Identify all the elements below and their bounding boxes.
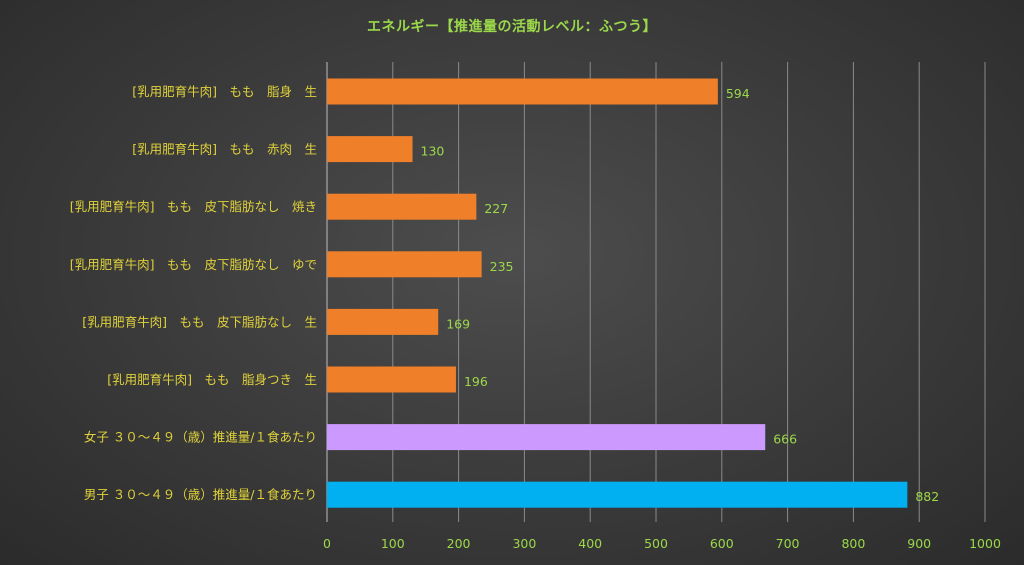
value-label: 882 xyxy=(915,489,939,504)
value-label: 169 xyxy=(446,316,470,331)
x-tick-label: 800 xyxy=(841,536,865,551)
value-label: 235 xyxy=(490,259,514,274)
value-label: 594 xyxy=(726,86,750,101)
category-label: 男子 ３０～４９（歳）推進量/１食あたり xyxy=(84,487,317,502)
x-tick-label: 400 xyxy=(578,536,602,551)
x-tick-label: 100 xyxy=(381,536,405,551)
bar xyxy=(327,193,477,220)
value-label: 196 xyxy=(464,374,488,389)
x-tick-label: 600 xyxy=(710,536,734,551)
category-label: [乳用肥育牛肉] もも 赤肉 生 xyxy=(132,142,317,157)
category-label: [乳用肥育牛肉] もも 脂身 生 xyxy=(132,84,317,99)
x-tick-label: 0 xyxy=(323,536,331,551)
category-label: 女子 ３０～４９（歳）推進量/１食あたり xyxy=(84,430,317,445)
category-label: [乳用肥育牛肉] もも 皮下脂肪なし 生 xyxy=(82,314,317,329)
grid-layer xyxy=(326,62,986,522)
x-tick-label: 300 xyxy=(512,536,536,551)
chart-title: エネルギー【推進量の活動レベル：ふつう】 xyxy=(367,19,657,35)
value-label: 666 xyxy=(773,432,797,447)
bar-layer xyxy=(327,78,908,508)
bar xyxy=(327,424,766,451)
label-layer: 0 100 200 300 400 500 600 700 800 900 1000 [乳用肥育牛肉]… xyxy=(70,84,1001,551)
x-tick-label: 1000 xyxy=(969,536,1001,551)
x-tick-label: 500 xyxy=(644,536,668,551)
bar xyxy=(327,366,456,393)
bar xyxy=(327,136,413,163)
x-tick-label: 900 xyxy=(907,536,931,551)
bar xyxy=(327,78,718,105)
bar xyxy=(327,251,482,278)
x-tick-label: 700 xyxy=(776,536,800,551)
value-label: 227 xyxy=(484,201,508,216)
bar xyxy=(327,308,439,335)
category-label: [乳用肥育牛肉] もも 皮下脂肪なし 焼き xyxy=(70,199,317,214)
value-label: 130 xyxy=(421,144,445,159)
category-label: [乳用肥育牛肉] もも 皮下脂肪なし ゆで xyxy=(70,257,317,272)
category-label: [乳用肥育牛肉] もも 脂身つき 生 xyxy=(107,372,317,387)
x-tick-label: 200 xyxy=(447,536,471,551)
bar xyxy=(327,481,908,508)
